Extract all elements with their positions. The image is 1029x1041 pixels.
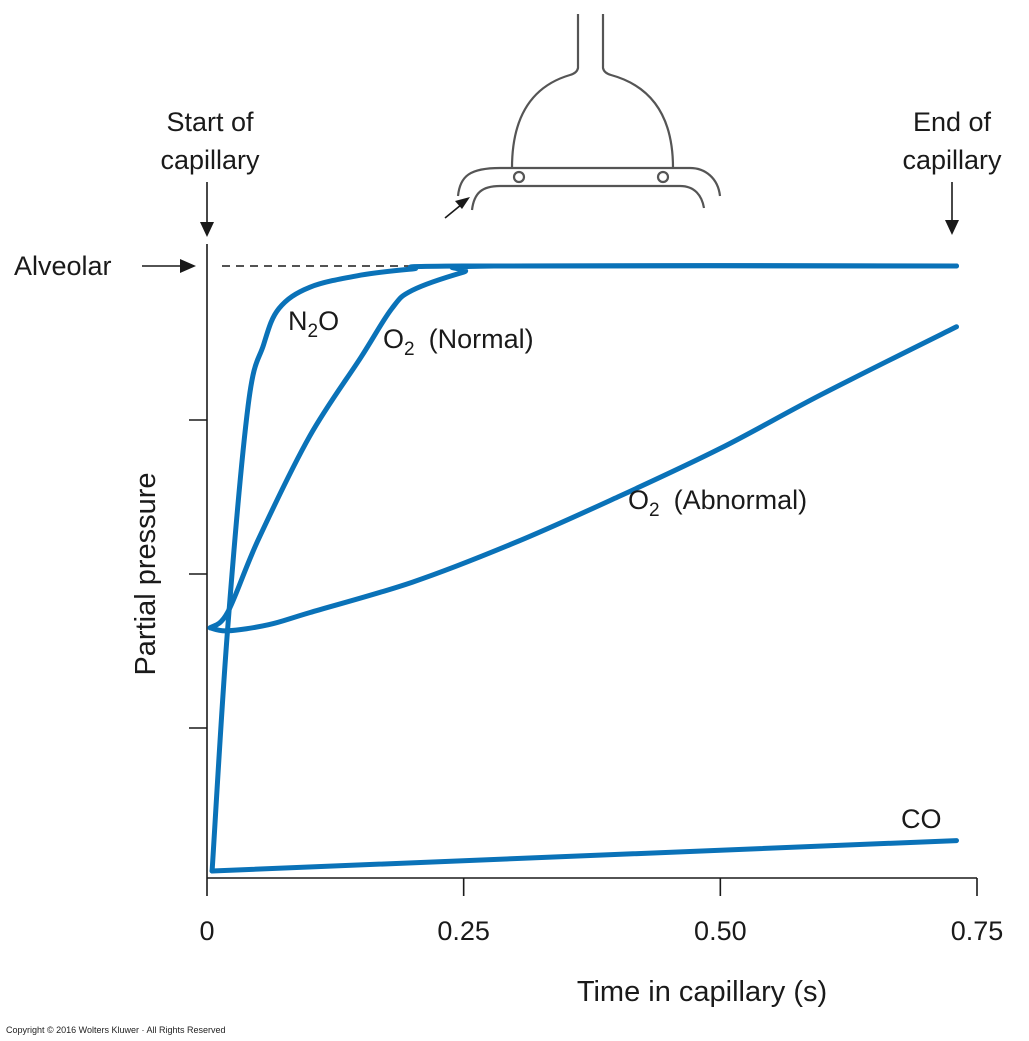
end-label-line2: capillary bbox=[902, 145, 1002, 175]
x-tick-label: 0 bbox=[199, 916, 214, 946]
start-label-line2: capillary bbox=[160, 145, 260, 175]
x-tick-label: 0.25 bbox=[437, 916, 490, 946]
series-label-co: CO bbox=[901, 804, 942, 834]
series-line-o2-abnormal bbox=[207, 324, 959, 634]
x-tick-label: 0.50 bbox=[694, 916, 747, 946]
x-tick-label: 0.75 bbox=[951, 916, 1004, 946]
alveolus-capillary-icon bbox=[444, 14, 722, 219]
series-label-n2o: N2O bbox=[288, 306, 339, 342]
end-label-line1: End of bbox=[913, 107, 992, 137]
flow-arrow-icon bbox=[455, 197, 470, 209]
curves bbox=[207, 263, 959, 874]
series-label-o2-normal: O2 (Normal) bbox=[383, 324, 534, 360]
start-label-line1: Start of bbox=[166, 107, 254, 137]
series-line-co bbox=[209, 838, 959, 874]
series-line-n2o bbox=[209, 263, 959, 874]
series-line-o2-normal bbox=[207, 263, 959, 631]
alveolar-label: Alveolar bbox=[14, 251, 112, 281]
y-axis-title: Partial pressure bbox=[130, 472, 162, 675]
series-label-o2-abnormal: O2 (Abnormal) bbox=[628, 485, 807, 521]
copyright-notice: Copyright © 2016 Wolters Kluwer · All Ri… bbox=[6, 1025, 226, 1035]
y-ticks bbox=[189, 419, 207, 729]
x-ticks: 0 0.25 0.50 0.75 bbox=[199, 878, 1003, 946]
start-arrow-icon bbox=[200, 222, 214, 237]
end-arrow-icon bbox=[945, 220, 959, 235]
alveolar-arrow-icon bbox=[180, 259, 196, 273]
x-axis-title: Time in capillary (s) bbox=[577, 976, 827, 1008]
